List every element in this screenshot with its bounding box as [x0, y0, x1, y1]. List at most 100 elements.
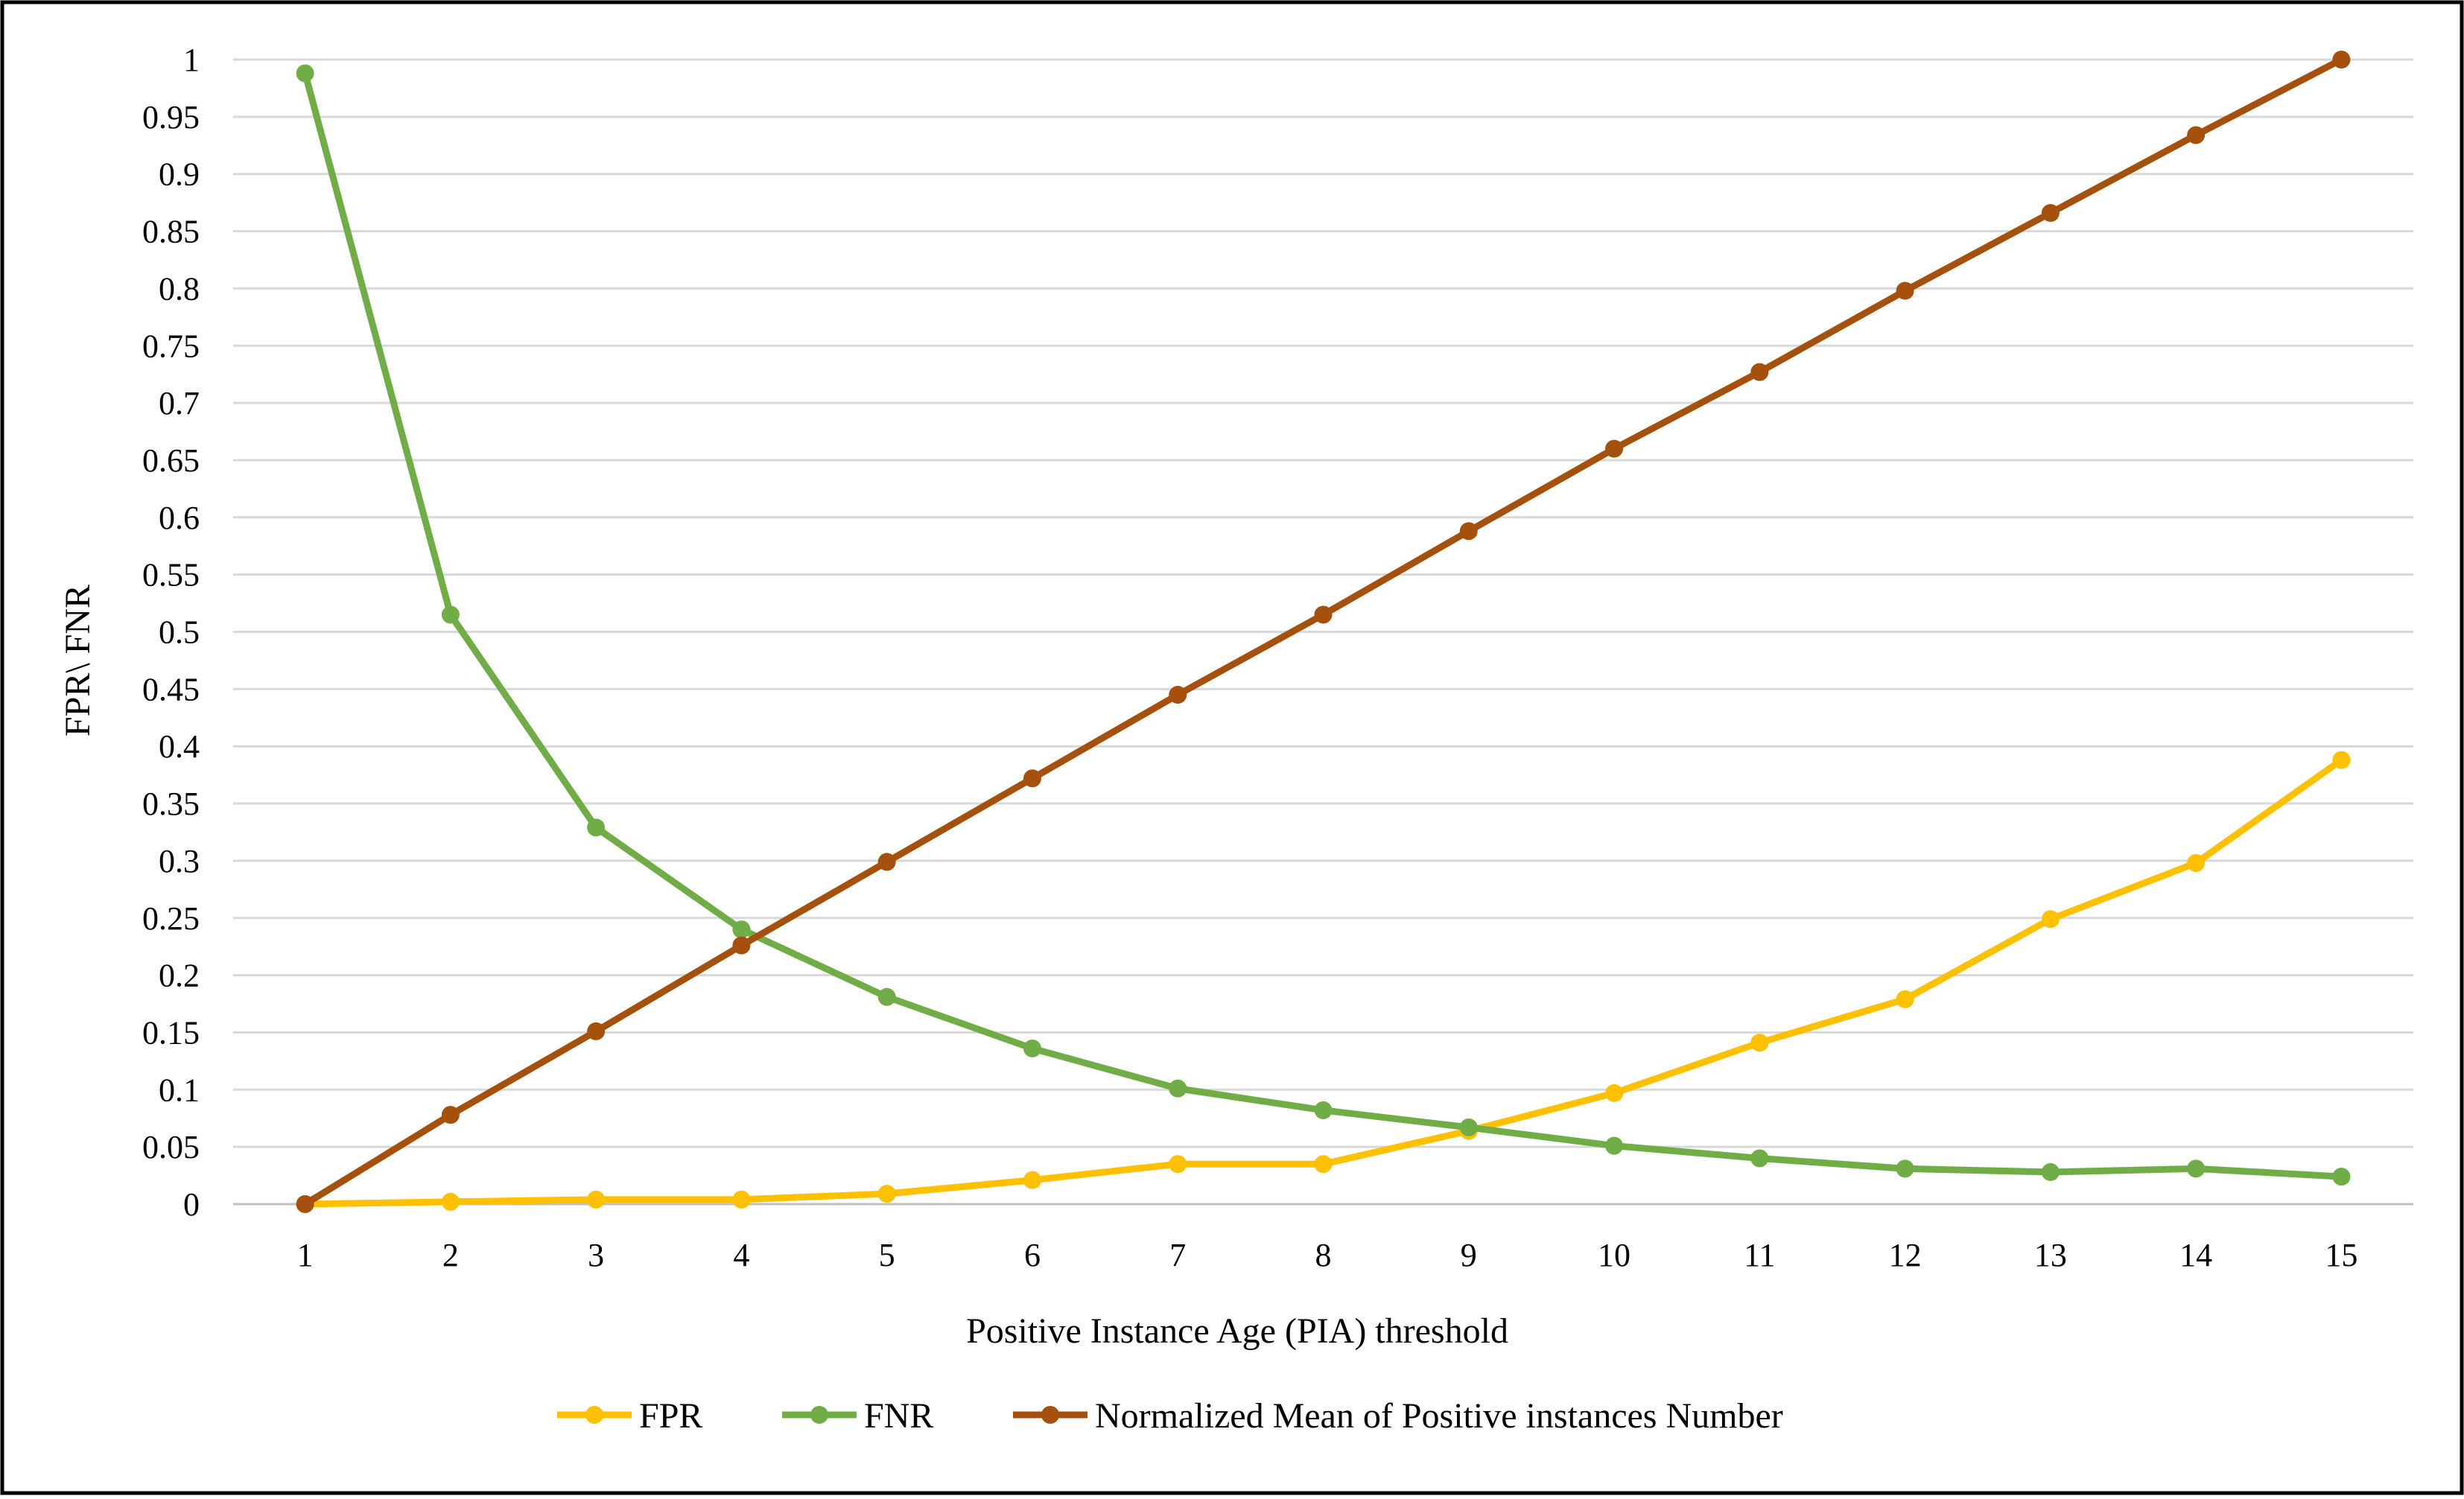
- data-point-fnr: [2332, 1168, 2351, 1186]
- data-point-fnr: [2041, 1162, 2060, 1181]
- y-tick-label: 0.25: [142, 900, 200, 937]
- x-tick-label: 14: [2179, 1237, 2212, 1273]
- series-normalized-mean-of-positive-instances-number: [296, 51, 2351, 1213]
- y-tick-label: 0: [183, 1186, 200, 1223]
- data-point-normalized-mean-of-positive-instances-number: [877, 853, 896, 871]
- data-point-fpr: [1023, 1171, 1041, 1189]
- y-tick-label: 0.85: [142, 214, 200, 250]
- legend-label: FNR: [864, 1396, 933, 1436]
- data-point-fnr: [296, 64, 314, 83]
- data-point-fpr: [1750, 1034, 1769, 1052]
- data-point-normalized-mean-of-positive-instances-number: [2041, 203, 2060, 222]
- data-point-normalized-mean-of-positive-instances-number: [1605, 439, 1624, 458]
- x-tick-label: 1: [297, 1237, 314, 1273]
- x-axis-title: Positive Instance Age (PIA) threshold: [966, 1311, 1508, 1351]
- y-axis-title: FPR\ FNR: [58, 585, 98, 736]
- y-tick-label: 0.5: [159, 614, 200, 651]
- data-point-fnr: [877, 987, 896, 1006]
- y-tick-label: 0.4: [159, 728, 200, 765]
- data-point-fpr: [2332, 751, 2351, 769]
- legend-entry-normalized-mean-of-positive-instances-number: Normalized Mean of Positive instances Nu…: [1013, 1396, 1783, 1436]
- legend-label: FPR: [639, 1396, 702, 1436]
- x-tick-label: 6: [1024, 1237, 1041, 1273]
- y-tick-label: 0.8: [159, 270, 200, 307]
- y-tick-label: 0.3: [159, 843, 200, 879]
- x-tick-label: 4: [733, 1237, 749, 1273]
- data-point-fnr: [441, 605, 460, 624]
- y-tick-label: 1: [183, 42, 200, 78]
- y-tick-label: 0.65: [142, 442, 200, 479]
- x-tick-label: 11: [1744, 1237, 1775, 1273]
- legend-entry-fnr: FNR: [782, 1396, 933, 1436]
- gridlines: [233, 58, 2413, 1206]
- x-tick-label: 2: [442, 1237, 459, 1273]
- data-point-normalized-mean-of-positive-instances-number: [1314, 605, 1333, 624]
- y-tick-label: 0.35: [142, 786, 200, 822]
- y-tick-label: 0.1: [159, 1072, 200, 1108]
- data-point-fnr: [1169, 1079, 1187, 1098]
- y-axis-ticks: 0 0.05 0.1 0.15 0.2 0.25 0.3 0.35 0.4 0.45 0.5 0.55…: [142, 42, 200, 1223]
- legend-marker: [810, 1406, 828, 1424]
- x-tick-label: 7: [1169, 1237, 1186, 1273]
- data-point-fnr: [1314, 1101, 1333, 1119]
- data-point-normalized-mean-of-positive-instances-number: [1169, 686, 1187, 704]
- series-fnr: [296, 64, 2351, 1186]
- legend-marker: [585, 1406, 603, 1424]
- y-tick-label: 0.6: [159, 500, 200, 536]
- legend-label: Normalized Mean of Positive instances Nu…: [1095, 1396, 1783, 1436]
- data-point-normalized-mean-of-positive-instances-number: [2187, 126, 2206, 144]
- data-point-fpr: [1605, 1083, 1624, 1102]
- data-point-normalized-mean-of-positive-instances-number: [1750, 363, 1769, 381]
- y-tick-label: 0.75: [142, 328, 200, 364]
- x-tick-label: 10: [1598, 1237, 1631, 1273]
- data-point-normalized-mean-of-positive-instances-number: [2332, 51, 2351, 69]
- data-point-normalized-mean-of-positive-instances-number: [1896, 281, 1914, 300]
- data-point-fpr: [441, 1192, 460, 1211]
- x-axis-ticks: 1 2 3 4 5 6 7 8 9 10 11 12 13 14 15: [297, 1237, 2358, 1273]
- data-point-fpr: [1896, 990, 1914, 1008]
- series-fpr: [296, 751, 2351, 1213]
- data-point-normalized-mean-of-positive-instances-number: [587, 1022, 606, 1040]
- y-tick-label: 0.15: [142, 1014, 200, 1051]
- data-point-fnr: [1459, 1118, 1478, 1137]
- y-tick-label: 0.2: [159, 958, 200, 994]
- data-point-normalized-mean-of-positive-instances-number: [296, 1195, 314, 1213]
- data-point-fnr: [1605, 1136, 1624, 1155]
- x-tick-label: 12: [1889, 1237, 1922, 1273]
- y-tick-label: 0.55: [142, 557, 200, 593]
- x-tick-label: 13: [2034, 1237, 2067, 1273]
- data-point-normalized-mean-of-positive-instances-number: [732, 936, 751, 955]
- x-tick-label: 15: [2325, 1237, 2357, 1273]
- y-tick-label: 0.7: [159, 385, 200, 421]
- y-tick-label: 0.95: [142, 99, 200, 136]
- data-point-fnr: [1896, 1159, 1914, 1178]
- data-point-fnr: [732, 920, 751, 939]
- data-point-fpr: [1314, 1155, 1333, 1174]
- x-tick-label: 9: [1461, 1237, 1477, 1273]
- y-tick-label: 0.45: [142, 671, 200, 707]
- legend-marker: [1041, 1406, 1059, 1424]
- series-lines: [296, 51, 2351, 1213]
- data-point-normalized-mean-of-positive-instances-number: [1023, 769, 1041, 788]
- y-tick-label: 0.9: [159, 156, 200, 193]
- legend-entry-fpr: FPR: [557, 1396, 702, 1436]
- data-point-fnr: [587, 818, 606, 837]
- data-point-fpr: [732, 1190, 751, 1209]
- data-point-fpr: [877, 1185, 896, 1203]
- x-tick-label: 3: [588, 1237, 604, 1273]
- data-point-normalized-mean-of-positive-instances-number: [441, 1106, 460, 1124]
- y-tick-label: 0.05: [142, 1129, 200, 1165]
- data-point-fnr: [1023, 1039, 1041, 1057]
- x-tick-label: 8: [1315, 1237, 1332, 1273]
- data-point-fpr: [1169, 1155, 1187, 1174]
- data-point-fnr: [1750, 1149, 1769, 1168]
- data-point-fpr: [2187, 853, 2206, 872]
- data-point-fnr: [2187, 1159, 2206, 1178]
- data-point-fpr: [2041, 910, 2060, 929]
- x-tick-label: 5: [879, 1237, 895, 1273]
- data-point-fpr: [587, 1190, 606, 1209]
- data-point-normalized-mean-of-positive-instances-number: [1459, 522, 1478, 541]
